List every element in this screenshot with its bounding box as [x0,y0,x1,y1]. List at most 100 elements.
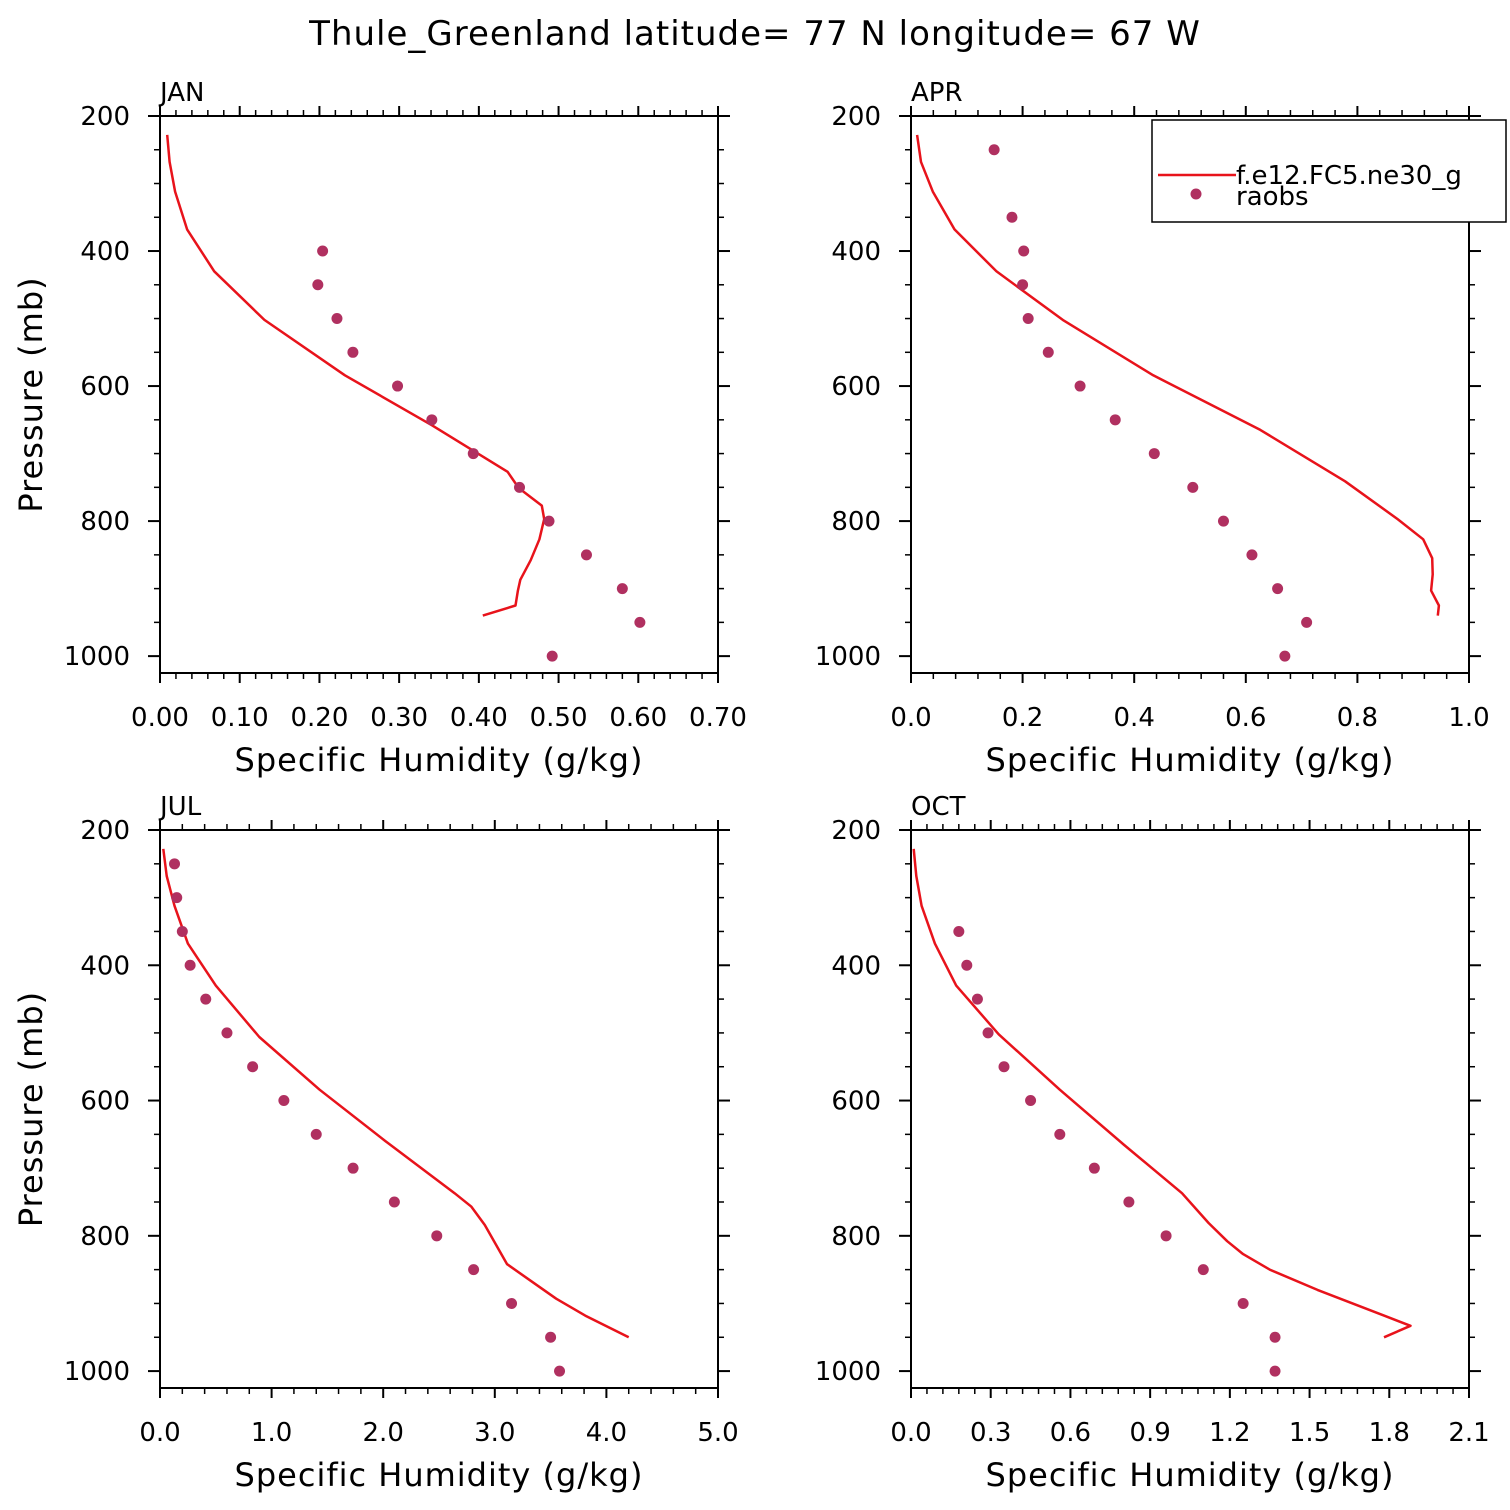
raobs-point [1088,1162,1100,1174]
panel-title: OCT [911,792,966,822]
raobs-point [331,313,343,325]
y-tick-label: 600 [80,1087,130,1117]
y-tick-label: 200 [831,102,881,132]
raobs-point [616,583,628,595]
y-tick-label: 200 [831,816,881,846]
x-axis-label: Specific Humidity (g/kg) [986,1456,1395,1494]
y-tick-label: 600 [80,372,130,402]
raobs-point [998,1061,1010,1073]
raobs-point [1074,380,1086,392]
raobs-point [543,515,555,527]
raobs-point [247,1061,259,1073]
raobs-point [1054,1128,1066,1140]
x-tick-label: 2.0 [363,1418,404,1448]
raobs-point [1123,1196,1135,1208]
x-tick-label: 1.8 [1369,1418,1410,1448]
raobs-point [988,144,1000,156]
model-line-series [912,848,1412,1339]
y-tick-label: 1000 [815,1357,881,1387]
raobs-point [1217,515,1229,527]
y-tick-label: 800 [80,1222,130,1252]
plot-frame [910,115,1470,674]
legend-obs-swatch [1190,188,1202,200]
panels: JAN 0.00 0.10 0.20 0.30 0.40 0.50 0.60 0.70 200 40… [12,78,1507,1494]
raobs-point [169,858,181,870]
plot-frame [159,829,719,1389]
x-tick-label: 0.20 [290,703,348,733]
raobs-point [347,346,359,358]
raobs-point [347,1162,359,1174]
model-line-series [162,848,630,1339]
raobs-point [1018,245,1030,257]
raobs-point [278,1095,290,1107]
panel-apr: APR 0.0 0.2 0.4 0.6 0.8 1.0 200 400 600 800 1000 Spe… [815,78,1490,779]
y-axis-label: Pressure (mb) [12,276,50,512]
panel-title: JUL [158,792,202,822]
raobs-point [1279,650,1291,662]
x-tick-label: 1.0 [1448,703,1489,733]
x-tick-label: 0.8 [1337,703,1378,733]
raobs-point [200,993,212,1005]
raobs-point [554,1365,566,1377]
x-tick-label: 0.4 [1114,703,1155,733]
x-tick-label: 0.6 [1050,1418,1091,1448]
raobs-point [1301,616,1313,628]
raobs-point [221,1027,233,1039]
raobs-point [1237,1297,1249,1309]
raobs-point [1017,279,1029,291]
panel-title: APR [911,78,963,108]
raobs-point [634,616,646,628]
raobs-point [1197,1264,1209,1276]
raobs-point [1187,481,1199,493]
raobs-point [1269,1365,1281,1377]
x-tick-label: 0.9 [1129,1418,1170,1448]
raobs-point [982,1027,994,1039]
raobs-point [431,1230,443,1242]
x-tick-label: 0.50 [530,703,588,733]
raobs-point [317,245,329,257]
model-line-series [165,134,546,617]
x-tick-label: 0.3 [970,1418,1011,1448]
raobs-point [1269,1331,1281,1343]
raobs-point [388,1196,400,1208]
raobs-point [953,925,965,937]
x-tick-label: 0.0 [890,1418,931,1448]
y-tick-label: 400 [831,237,881,267]
raobs-point [545,1331,557,1343]
x-axis-label: Specific Humidity (g/kg) [235,741,644,779]
y-axis-label: Pressure (mb) [12,991,50,1227]
y-tick-label: 800 [831,1222,881,1252]
y-tick-label: 1000 [64,1357,130,1387]
x-tick-label: 0.00 [131,703,189,733]
x-tick-label: 1.2 [1209,1418,1250,1448]
y-tick-label: 200 [80,816,130,846]
panel-oct: OCT 0.0 0.3 0.6 0.9 1.2 1.5 1.8 2.1 200 400 600 800 1… [815,792,1490,1494]
x-tick-label: 5.0 [697,1418,738,1448]
raobs-point [1160,1230,1172,1242]
x-tick-label: 0.60 [609,703,667,733]
y-tick-label: 1000 [64,642,130,672]
raobs-point [961,959,973,971]
x-tick-label: 0.2 [1002,703,1043,733]
x-tick-label: 0.70 [689,703,747,733]
x-tick-label: 0.10 [211,703,269,733]
x-tick-label: 3.0 [474,1418,515,1448]
x-tick-label: 1.0 [251,1418,292,1448]
y-tick-label: 400 [80,237,130,267]
x-axis-label: Specific Humidity (g/kg) [235,1456,644,1494]
raobs-point [426,414,438,426]
panel-title: JAN [158,78,204,108]
raobs-point [971,993,983,1005]
raobs-point [1246,549,1258,561]
panel-jan: JAN 0.00 0.10 0.20 0.30 0.40 0.50 0.60 0.70 200 40… [12,78,747,779]
y-tick-label: 200 [80,102,130,132]
x-tick-label: 0.0 [139,1418,180,1448]
y-tick-label: 600 [831,1087,881,1117]
model-line-series [915,134,1441,616]
y-tick-label: 1000 [815,642,881,672]
raobs-point [1272,583,1284,595]
y-tick-label: 400 [80,951,130,981]
x-tick-label: 0.6 [1225,703,1266,733]
